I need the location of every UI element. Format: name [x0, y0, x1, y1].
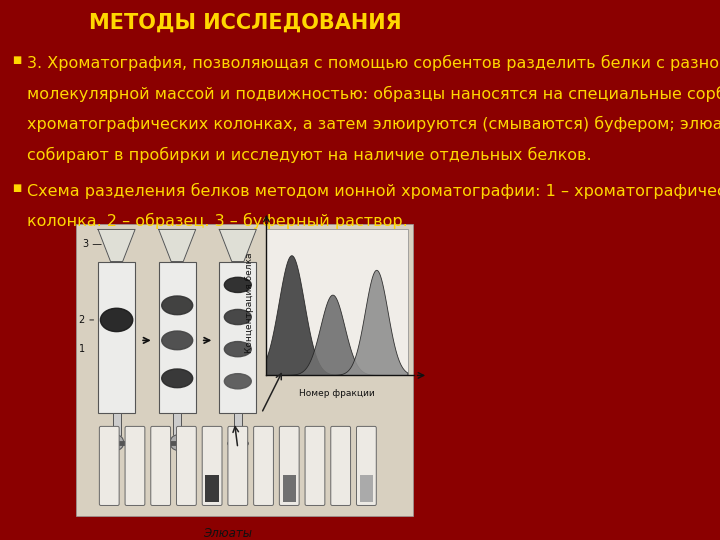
- Text: ■: ■: [12, 183, 22, 193]
- Bar: [234, 414, 242, 437]
- Bar: [112, 414, 121, 437]
- FancyBboxPatch shape: [279, 427, 299, 505]
- Text: 2: 2: [78, 315, 85, 325]
- Ellipse shape: [162, 296, 193, 315]
- Circle shape: [170, 435, 184, 450]
- Bar: [360, 475, 373, 502]
- Bar: [282, 475, 296, 502]
- Text: Концентрация белка: Концентрация белка: [245, 252, 253, 353]
- Text: МЕТОДЫ ИССЛЕДОВАНИЯ: МЕТОДЫ ИССЛЕДОВАНИЯ: [89, 13, 402, 33]
- Text: 1: 1: [78, 344, 85, 354]
- Text: 3. Хроматография, позволяющая с помощью сорбентов разделить белки с разной: 3. Хроматография, позволяющая с помощью …: [27, 55, 720, 71]
- Bar: [98, 261, 135, 414]
- Polygon shape: [220, 230, 256, 261]
- Polygon shape: [266, 271, 408, 375]
- FancyBboxPatch shape: [356, 427, 377, 505]
- Polygon shape: [158, 230, 196, 261]
- Text: ■: ■: [12, 55, 22, 65]
- Text: молекулярной массой и подвижностью: образцы наносятся на специальные сорбенты в: молекулярной массой и подвижностью: обра…: [27, 86, 720, 102]
- Polygon shape: [266, 256, 408, 375]
- FancyBboxPatch shape: [125, 427, 145, 505]
- FancyBboxPatch shape: [150, 427, 171, 505]
- FancyBboxPatch shape: [228, 427, 248, 505]
- FancyBboxPatch shape: [202, 427, 222, 505]
- Ellipse shape: [225, 341, 251, 357]
- Circle shape: [230, 435, 245, 450]
- Text: собирают в пробирки и исследуют на наличие отдельных белков.: собирают в пробирки и исследуют на налич…: [27, 147, 592, 163]
- Bar: [205, 475, 219, 502]
- Ellipse shape: [162, 369, 193, 388]
- Bar: [158, 261, 196, 414]
- FancyBboxPatch shape: [176, 427, 197, 505]
- Polygon shape: [266, 295, 408, 375]
- FancyBboxPatch shape: [305, 427, 325, 505]
- Text: хроматографических колонках, а затем элюируются (смываются) буфером; элюаты: хроматографических колонках, а затем элю…: [27, 116, 720, 132]
- Text: Номер фракции: Номер фракции: [300, 389, 375, 397]
- Text: Элюаты: Элюаты: [203, 527, 252, 540]
- FancyBboxPatch shape: [253, 427, 274, 505]
- Ellipse shape: [162, 331, 193, 350]
- Bar: [76, 224, 413, 516]
- Ellipse shape: [225, 374, 251, 389]
- Ellipse shape: [225, 309, 251, 325]
- Text: 3 —: 3 —: [83, 239, 102, 249]
- FancyBboxPatch shape: [330, 427, 351, 505]
- Text: колонка. 2 – образец. 3 – буферный раствор.: колонка. 2 – образец. 3 – буферный раств…: [27, 213, 408, 229]
- Bar: [266, 230, 408, 375]
- Circle shape: [109, 435, 124, 450]
- Bar: [174, 414, 181, 437]
- Text: Схема разделения белков методом ионной хроматографии: 1 – хроматографическая: Схема разделения белков методом ионной х…: [27, 183, 720, 199]
- Polygon shape: [98, 230, 135, 261]
- Bar: [220, 261, 256, 414]
- Ellipse shape: [100, 308, 132, 332]
- FancyBboxPatch shape: [99, 427, 119, 505]
- Ellipse shape: [225, 278, 251, 293]
